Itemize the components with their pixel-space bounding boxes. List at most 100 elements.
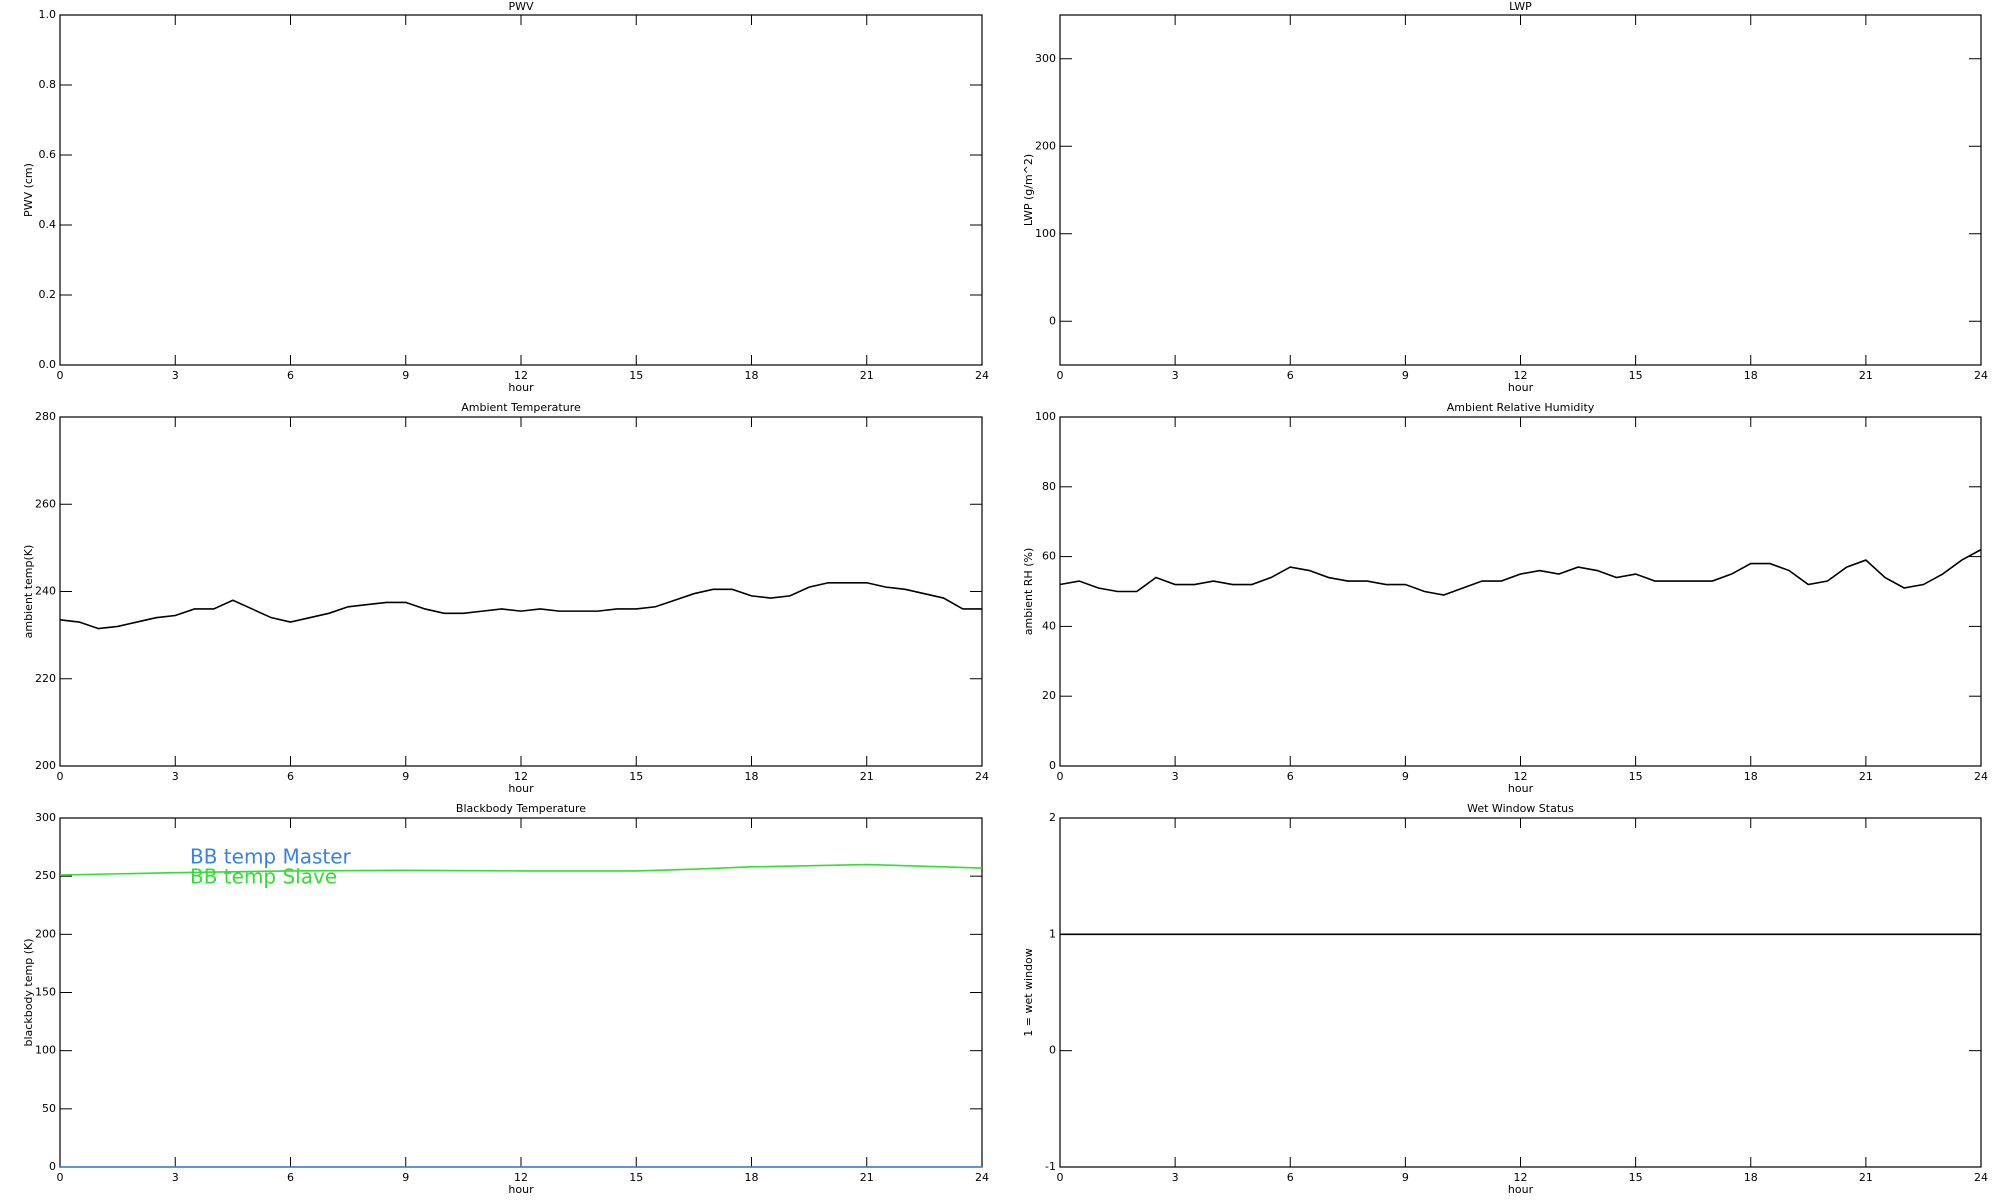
chart-title: LWP [1509,0,1532,13]
y-tick-label: 20 [1042,689,1056,702]
x-tick-label: 9 [402,1171,409,1184]
x-tick-label: 9 [1402,770,1409,783]
x-tick-label: 12 [514,1171,528,1184]
y-tick-label: 0 [1049,314,1056,327]
y-tick-label: 100 [35,1044,56,1057]
y-tick-label: 1.0 [39,8,57,21]
y-tick-label: 0.4 [39,218,57,231]
y-tick-label: 220 [35,672,56,685]
x-axis-label: hour [508,1183,534,1196]
x-tick-label: 18 [745,1171,759,1184]
x-axis-label: hour [1508,381,1534,394]
x-tick-label: 21 [860,1171,874,1184]
x-tick-label: 0 [1057,770,1064,783]
x-tick-label: 12 [1514,1171,1528,1184]
x-tick-label: 24 [975,770,989,783]
x-tick-label: 12 [1514,770,1528,783]
x-tick-label: 6 [1287,369,1294,382]
x-tick-label: 12 [514,770,528,783]
legend-entry: BB temp Slave [190,865,337,889]
y-tick-label: 100 [1035,227,1056,240]
y-axis-label: LWP (g/m^2) [1022,154,1035,226]
x-tick-label: 3 [172,770,179,783]
y-tick-label: 150 [35,986,56,999]
x-tick-label: 6 [1287,1171,1294,1184]
x-tick-label: 18 [1744,369,1758,382]
plot-frame [1059,817,1982,1168]
chart-title: Blackbody Temperature [456,802,586,815]
x-tick-label: 21 [860,369,874,382]
x-tick-label: 3 [1172,1171,1179,1184]
x-tick-label: 0 [1057,369,1064,382]
x-tick-label: 15 [629,369,643,382]
y-tick-label: 0.6 [39,148,57,161]
y-axis-label: ambient temp(K) [22,545,35,639]
x-tick-label: 0 [1057,1171,1064,1184]
y-tick-label: 0 [49,1160,56,1173]
y-tick-label: 60 [1042,550,1056,563]
chart-title: PWV [508,0,534,13]
y-tick-label: 2 [1049,811,1056,824]
x-tick-label: 12 [514,369,528,382]
data-line [1059,548,1982,596]
x-tick-label: 15 [1629,1171,1643,1184]
y-axis-label: blackbody temp (K) [22,939,35,1047]
legend-entry: BB temp Master [190,845,352,869]
x-tick-label: 24 [1974,369,1988,382]
x-tick-label: 9 [1402,369,1409,382]
plot-frame [1059,416,1982,767]
y-tick-label: 1 [1049,927,1056,940]
y-axis-label: 1 = wet window [1022,948,1035,1037]
x-tick-label: 0 [57,1171,64,1184]
x-tick-label: 15 [629,770,643,783]
x-tick-label: 15 [629,1171,643,1184]
x-tick-label: 6 [287,1171,294,1184]
x-tick-label: 9 [402,770,409,783]
y-tick-label: 280 [35,410,56,423]
x-tick-label: 12 [1514,369,1528,382]
x-tick-label: 21 [1859,770,1873,783]
x-tick-label: 9 [1402,1171,1409,1184]
y-tick-label: -1 [1045,1160,1056,1173]
y-tick-label: 300 [1035,52,1056,65]
x-tick-label: 3 [172,1171,179,1184]
y-tick-label: 260 [35,497,56,510]
y-tick-label: 80 [1042,480,1056,493]
x-tick-label: 21 [1859,369,1873,382]
x-tick-label: 15 [1629,770,1643,783]
x-tick-label: 18 [745,369,759,382]
plot-frame [1059,14,1982,366]
x-axis-label: hour [1508,1183,1534,1196]
x-tick-label: 3 [1172,770,1179,783]
x-tick-label: 0 [57,369,64,382]
x-tick-label: 18 [1744,770,1758,783]
y-tick-label: 0.8 [39,78,57,91]
x-axis-label: hour [508,381,534,394]
x-tick-label: 6 [287,369,294,382]
y-tick-label: 200 [35,759,56,772]
y-tick-label: 0.0 [39,358,57,371]
x-tick-label: 18 [1744,1171,1758,1184]
y-tick-label: 200 [35,927,56,940]
x-tick-label: 9 [402,369,409,382]
chart-title: Ambient Temperature [461,401,581,414]
plot-frame [59,14,983,366]
x-tick-label: 24 [1974,770,1988,783]
plot-frame [59,416,983,767]
y-tick-label: 100 [1035,410,1056,423]
x-tick-label: 18 [745,770,759,783]
y-axis-label: ambient RH (%) [1022,548,1035,636]
y-axis-label: PWV (cm) [22,163,35,217]
y-tick-label: 200 [1035,139,1056,152]
x-tick-label: 24 [1974,1171,1988,1184]
y-tick-label: 0 [1049,759,1056,772]
x-tick-label: 3 [172,369,179,382]
x-tick-label: 3 [1172,369,1179,382]
x-tick-label: 24 [975,1171,989,1184]
data-line [59,863,983,876]
chart-title: Ambient Relative Humidity [1447,401,1595,414]
x-axis-label: hour [508,782,534,795]
x-tick-label: 21 [1859,1171,1873,1184]
